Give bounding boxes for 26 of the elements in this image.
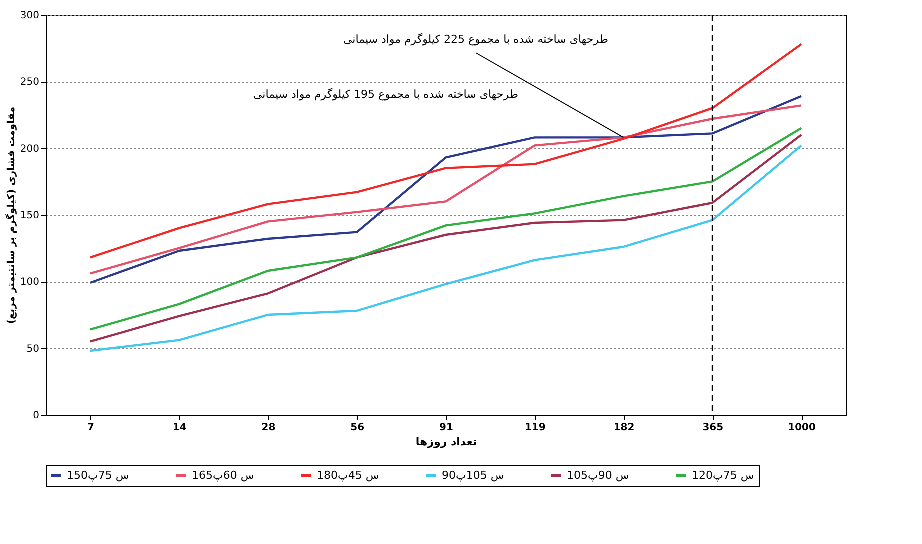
annotation: طرحهای ساخته شده با مجموع 225 کیلوگرم مواد سیمانی <box>344 33 609 46</box>
y-tick-label: 0 <box>33 410 40 422</box>
y-tick-label: 200 <box>20 144 40 155</box>
legend-label: 120س 75پ <box>692 468 754 482</box>
y-tick-label: 250 <box>20 77 40 88</box>
y-tick-label: 150 <box>20 210 40 222</box>
x-tick-label: 7 <box>87 422 94 434</box>
x-tick-label: 28 <box>262 422 276 434</box>
legend-label: 150س 75پ <box>67 468 130 482</box>
legend-label: 105س 90پ <box>567 468 630 482</box>
x-tick-label: 119 <box>524 422 546 434</box>
x-tick-label: 365 <box>702 422 724 434</box>
x-tick-label: 1000 <box>788 422 816 434</box>
x-tick-label: 91 <box>440 422 454 434</box>
x-tick-label: 56 <box>350 422 365 434</box>
annotation: طرحهای ساخته شده با مجموع 195 کیلوگرم مواد سیمانی <box>254 88 519 101</box>
legend-label: 180س 45پ <box>317 468 380 482</box>
legend-label: 90س 105پ <box>442 468 504 482</box>
x-tick-label: 14 <box>172 422 187 434</box>
y-axis-title: مقاومت فشاری (کیلوگرم بر سانتیمتر مربع) <box>4 106 18 324</box>
x-axis-title: تعداد روزها <box>416 436 478 448</box>
y-tick-label: 100 <box>20 277 40 288</box>
x-tick-label: 182 <box>614 422 635 434</box>
legend-label: 165س 60پ <box>192 468 254 482</box>
y-tick-label: 50 <box>26 344 40 355</box>
y-tick-label: 300 <box>20 10 40 22</box>
